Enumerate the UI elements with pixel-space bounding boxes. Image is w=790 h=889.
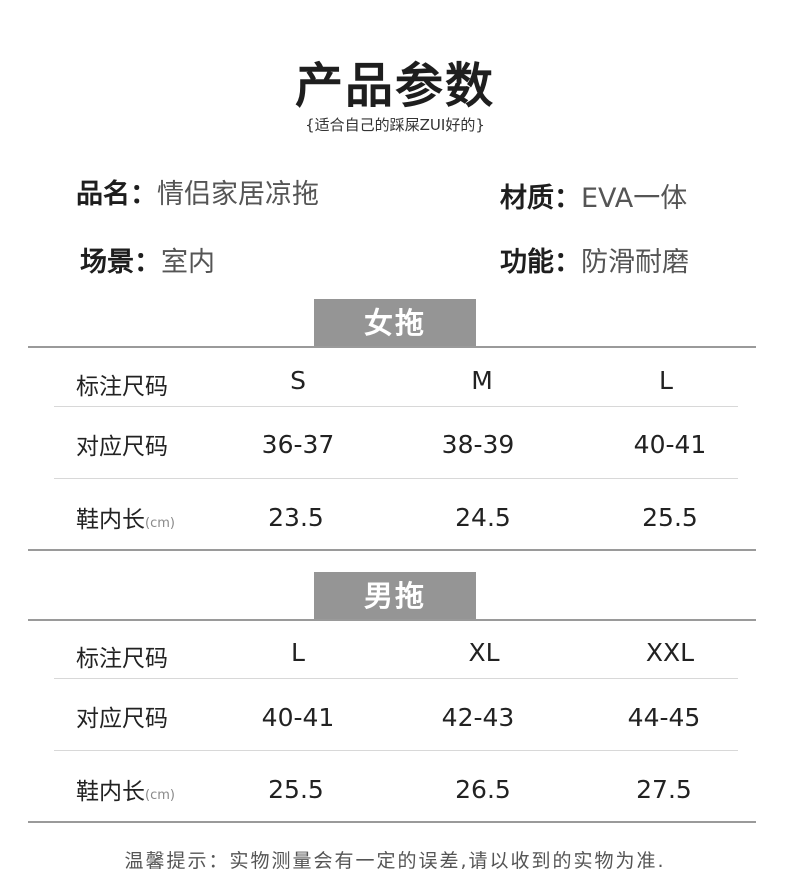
- spec-material-value: EVA一体: [581, 183, 688, 214]
- women-banner: 女拖: [314, 299, 476, 347]
- women-table-bottom-rule: [28, 549, 756, 551]
- men-cell: 44-45: [627, 703, 701, 732]
- men-cell: 27.5: [636, 775, 692, 804]
- men-row-label: 对应尺码: [76, 699, 168, 733]
- row-label-text: 对应尺码: [76, 434, 168, 460]
- row-divider: [54, 750, 738, 751]
- spec-function-key: 功能：: [500, 247, 581, 278]
- page-subtitle: {适合自己的踩屎ZUI好的}: [305, 116, 485, 134]
- measurement-note: 温馨提示：实物测量会有一定的误差,请以收到的实物为准.: [124, 850, 666, 872]
- row-divider: [54, 678, 738, 679]
- women-row-label: 标注尺码: [76, 367, 168, 401]
- men-cell: 42-43: [441, 703, 515, 732]
- women-table-top-rule: [28, 346, 756, 348]
- men-cell: 26.5: [455, 775, 511, 804]
- women-cell: 24.5: [455, 503, 511, 532]
- men-cell: 40-41: [261, 703, 335, 732]
- men-cell: L: [291, 638, 305, 667]
- women-cell: S: [290, 366, 306, 395]
- row-label-unit: (cm): [145, 516, 175, 531]
- men-row-label: 鞋内长(cm): [76, 772, 175, 806]
- women-row-label: 鞋内长(cm): [76, 500, 175, 534]
- women-row-label: 对应尺码: [76, 427, 168, 461]
- spec-name: 品名：情侣家居凉拖: [76, 172, 319, 211]
- spec-material-key: 材质：: [500, 183, 581, 214]
- spec-function: 功能：防滑耐磨: [500, 240, 689, 279]
- row-label-text: 鞋内长: [76, 507, 145, 533]
- spec-scene-key: 场景：: [80, 247, 161, 278]
- row-label-unit: (cm): [145, 788, 175, 803]
- men-cell: XL: [468, 638, 500, 667]
- women-cell: L: [659, 366, 673, 395]
- row-divider: [54, 406, 738, 407]
- women-cell: 25.5: [642, 503, 698, 532]
- women-cell: M: [471, 366, 493, 395]
- row-label-text: 标注尺码: [76, 646, 168, 672]
- spec-scene-value: 室内: [161, 247, 215, 278]
- row-label-text: 鞋内长: [76, 779, 145, 805]
- women-cell: 40-41: [633, 430, 707, 459]
- spec-name-value: 情侣家居凉拖: [157, 179, 319, 210]
- women-cell: 36-37: [261, 430, 335, 459]
- men-table-bottom-rule: [28, 821, 756, 823]
- women-cell: 38-39: [441, 430, 515, 459]
- spec-material: 材质：EVA一体: [500, 176, 687, 215]
- men-row-label: 标注尺码: [76, 639, 168, 673]
- men-cell: XXL: [645, 638, 695, 667]
- row-label-text: 标注尺码: [76, 374, 168, 400]
- men-table-top-rule: [28, 619, 756, 621]
- spec-name-key: 品名：: [76, 179, 157, 210]
- men-cell: 25.5: [268, 775, 324, 804]
- spec-function-value: 防滑耐磨: [581, 247, 689, 278]
- row-divider: [54, 478, 738, 479]
- spec-scene: 场景：室内: [80, 240, 215, 279]
- row-label-text: 对应尺码: [76, 706, 168, 732]
- men-banner: 男拖: [314, 572, 476, 620]
- page-title: 产品参数: [294, 58, 495, 114]
- women-cell: 23.5: [268, 503, 324, 532]
